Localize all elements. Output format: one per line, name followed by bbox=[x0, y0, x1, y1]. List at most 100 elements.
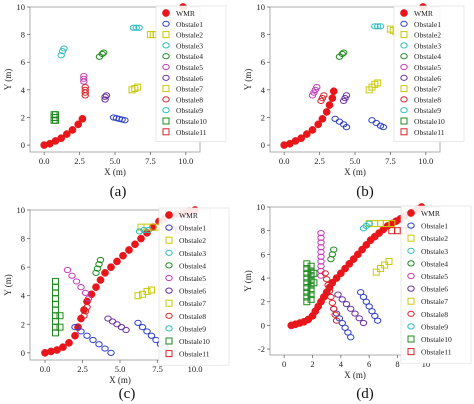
legend-entry: Obstale3 bbox=[179, 249, 206, 258]
legend-entry: Obstale5 bbox=[179, 274, 206, 283]
data-point bbox=[371, 23, 379, 30]
series-obstale6 bbox=[334, 291, 368, 327]
series-obstale4 bbox=[335, 49, 348, 60]
legend-marker bbox=[162, 96, 170, 103]
data-point bbox=[310, 269, 318, 277]
data-point bbox=[148, 286, 155, 294]
data-point bbox=[134, 292, 142, 300]
y-tick-label: 6 bbox=[21, 57, 25, 67]
x-tick-label: 10.0 bbox=[178, 156, 193, 166]
data-point bbox=[59, 343, 67, 351]
data-point bbox=[373, 23, 382, 30]
series-obstale7 bbox=[128, 83, 142, 94]
legend-marker bbox=[162, 42, 170, 49]
data-point bbox=[325, 101, 334, 109]
data-point bbox=[132, 24, 140, 31]
data-point bbox=[84, 295, 93, 302]
data-point bbox=[303, 279, 311, 287]
data-point bbox=[135, 24, 143, 31]
data-point bbox=[365, 220, 373, 227]
data-point bbox=[125, 246, 133, 254]
legend-entry: Obstale8 bbox=[176, 95, 203, 104]
data-point bbox=[379, 124, 388, 131]
y-tick-label: 4 bbox=[261, 85, 266, 95]
x-tick-label: 8 bbox=[395, 359, 399, 369]
data-point bbox=[107, 349, 115, 356]
data-point bbox=[338, 50, 346, 58]
data-point bbox=[342, 92, 351, 99]
legend-entry: Obstale4 bbox=[179, 261, 206, 270]
y-axis-label: Y (m) bbox=[3, 69, 13, 90]
data-point bbox=[108, 318, 117, 325]
legend-marker bbox=[407, 260, 415, 267]
legend-entry: WMR bbox=[421, 209, 441, 218]
data-point bbox=[314, 120, 323, 129]
data-point bbox=[320, 92, 328, 99]
data-point bbox=[52, 295, 59, 303]
legend-marker bbox=[400, 74, 408, 81]
data-point bbox=[327, 293, 335, 301]
legend-entry: Obstale5 bbox=[414, 63, 441, 72]
legend-entry: Obstale1 bbox=[414, 20, 441, 29]
data-point bbox=[330, 246, 338, 253]
legend-box bbox=[393, 5, 465, 142]
data-point bbox=[351, 310, 359, 317]
data-point bbox=[313, 83, 321, 91]
legend-entry: Obstale2 bbox=[179, 236, 206, 245]
series-obstale1 bbox=[331, 115, 388, 131]
legend-marker bbox=[407, 234, 415, 242]
chart-panel-3: 0.0 2.5 5.0 7.5 10.0 0 2 4 6 8 10 X (m) Y (m) WMR Obst… bbox=[3, 205, 230, 402]
legend-entry: Obstale9 bbox=[176, 106, 203, 115]
data-point bbox=[303, 298, 311, 306]
legend-marker bbox=[162, 117, 170, 125]
series-wmr bbox=[280, 3, 427, 149]
legend-entry: Obstale6 bbox=[179, 287, 206, 296]
data-point bbox=[102, 92, 111, 99]
y-tick-label: 6 bbox=[261, 249, 265, 259]
legend-entry: Obstale6 bbox=[176, 74, 203, 83]
data-point bbox=[324, 282, 332, 289]
legend-marker bbox=[165, 299, 173, 307]
y-axis-label: Y (m) bbox=[243, 69, 253, 90]
legend-box bbox=[155, 5, 227, 142]
data-point bbox=[355, 315, 363, 322]
legend-entry: Obstale8 bbox=[421, 310, 448, 319]
data-point bbox=[322, 108, 331, 116]
data-point bbox=[68, 126, 77, 134]
data-point bbox=[134, 83, 142, 91]
data-point bbox=[303, 269, 311, 277]
series-obstale8 bbox=[321, 270, 341, 324]
series-obstale7 bbox=[365, 79, 382, 94]
data-point bbox=[322, 276, 331, 283]
data-point bbox=[388, 220, 396, 228]
x-tick-label: 5.0 bbox=[110, 156, 121, 166]
legend-marker bbox=[407, 247, 415, 254]
data-point bbox=[308, 126, 317, 134]
data-point bbox=[63, 266, 72, 274]
series-obstale1 bbox=[109, 114, 129, 124]
data-point bbox=[80, 75, 88, 82]
legend-entry: Obstale11 bbox=[179, 350, 210, 359]
legend-marker bbox=[165, 312, 173, 319]
legend-marker bbox=[400, 85, 408, 93]
x-tick-label: 10 bbox=[422, 359, 431, 369]
y-tick-label: 8 bbox=[21, 234, 25, 244]
legend-marker bbox=[407, 272, 415, 280]
data-point bbox=[71, 331, 79, 340]
legend-entry: Obstale8 bbox=[414, 95, 441, 104]
x-tick-label: 4 bbox=[339, 359, 344, 369]
legend-entry: Obstale1 bbox=[176, 20, 203, 29]
legend-marker bbox=[407, 209, 415, 217]
x-tick-label: 0.0 bbox=[279, 156, 290, 166]
data-point bbox=[331, 311, 339, 318]
data-point bbox=[81, 83, 89, 91]
data-point bbox=[95, 341, 103, 348]
data-point bbox=[101, 93, 109, 100]
legend-marker bbox=[162, 107, 170, 114]
legend-marker bbox=[400, 42, 408, 49]
y-tick-label: 10 bbox=[257, 2, 266, 12]
legend-marker bbox=[400, 128, 408, 136]
series-obstale4 bbox=[95, 49, 108, 60]
legend-entry: Obstale3 bbox=[421, 247, 448, 256]
